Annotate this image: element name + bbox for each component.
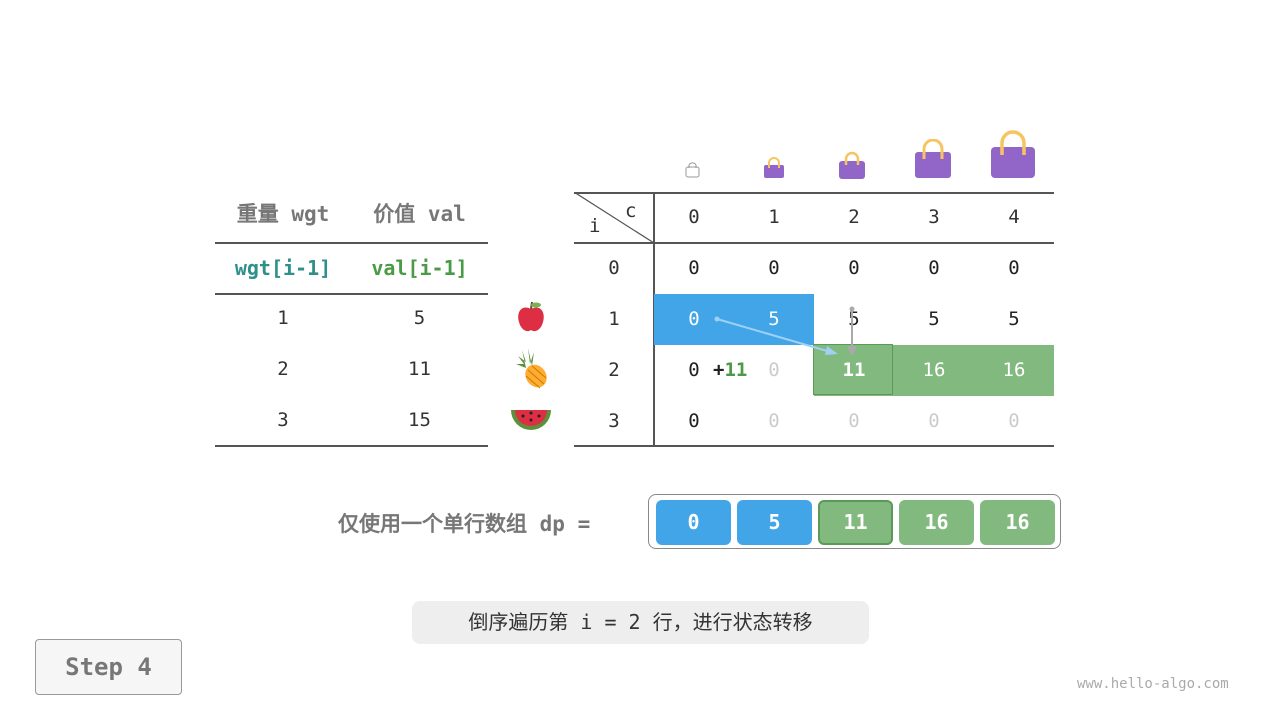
dp-cell: 0	[1008, 410, 1020, 432]
bag-icon	[764, 157, 784, 178]
dp-cell: 0	[848, 257, 860, 279]
dp-cell: 11	[842, 359, 866, 381]
col-header: 3	[928, 206, 940, 228]
weight-cell: 1	[277, 307, 289, 329]
plus-sign: +	[713, 359, 725, 381]
bag-icon	[839, 151, 865, 179]
dp-cell: 0	[768, 410, 780, 432]
row-header: 2	[608, 359, 620, 381]
dp-cell: 5	[848, 308, 860, 330]
transition-arrows	[714, 306, 857, 356]
divider	[574, 445, 1054, 447]
divider	[215, 445, 488, 447]
subheader-value: val[i-1]	[371, 256, 468, 280]
dp-cell: 0	[928, 410, 940, 432]
dp-cell: 0	[688, 308, 700, 330]
col-header: 1	[768, 206, 780, 228]
dp-cell: 16	[899, 500, 974, 545]
dp-cell: 0	[688, 257, 700, 279]
divider	[215, 242, 488, 244]
dp-cell: 0	[928, 257, 940, 279]
divider	[653, 192, 655, 446]
header-value: 价值 val	[373, 202, 466, 226]
corner-i: i	[589, 215, 601, 237]
dp-cell: 0	[688, 359, 700, 381]
caption: 倒序遍历第 i = 2 行，进行状态转移	[412, 601, 869, 644]
divider	[574, 242, 1054, 244]
dp-cell: 5	[737, 500, 812, 545]
pineapple-icon	[516, 348, 547, 389]
row-header: 3	[608, 410, 620, 432]
value-cell: 15	[408, 409, 431, 431]
value-cell: 11	[408, 358, 431, 380]
added-value: 11	[724, 359, 748, 381]
dp-cell: 0	[768, 257, 780, 279]
dp-cell: 0	[688, 410, 700, 432]
dp-cell-current: 11	[818, 500, 893, 545]
corner-diagonal	[574, 192, 654, 243]
dp-cell: 16	[980, 500, 1055, 545]
divider	[215, 293, 488, 295]
bag-icon	[991, 130, 1035, 178]
col-header: 0	[688, 206, 700, 228]
dp-cell: 16	[1002, 359, 1026, 381]
row-header: 0	[608, 257, 620, 279]
dp-cell: 5	[928, 308, 940, 330]
col-header: 4	[1008, 206, 1020, 228]
bag-icon	[915, 139, 951, 178]
weight-cell: 2	[277, 358, 289, 380]
bag-icon	[685, 162, 700, 178]
subheader-weight: wgt[i-1]	[234, 256, 332, 280]
dp-cell: 0	[768, 359, 780, 381]
dp-array	[648, 494, 1061, 549]
dp-cell: 5	[768, 308, 780, 330]
col-header: 2	[848, 206, 860, 228]
dp-cell: 0	[1008, 257, 1020, 279]
watermark: www.hello-algo.com	[1077, 676, 1229, 692]
apple-icon	[518, 301, 544, 332]
add-value-annotation: +11	[713, 359, 747, 381]
dp-cell: 0	[848, 410, 860, 432]
dp-cell: 5	[1008, 308, 1020, 330]
row-header: 1	[608, 308, 620, 330]
dp-array-label: 仅使用一个单行数组 dp =	[338, 512, 591, 536]
watermelon-icon	[511, 410, 551, 430]
corner-c: c	[625, 200, 637, 222]
highlight-updated	[814, 345, 1054, 396]
header-weight: 重量 wgt	[236, 202, 330, 226]
dp-cell: 0	[656, 500, 731, 545]
dp-cell: 16	[922, 359, 946, 381]
value-cell: 5	[413, 307, 426, 329]
highlight-prev-row	[654, 294, 814, 345]
divider	[574, 192, 1054, 194]
step-button[interactable]: Step 4	[35, 639, 182, 695]
weight-cell: 3	[277, 409, 289, 431]
